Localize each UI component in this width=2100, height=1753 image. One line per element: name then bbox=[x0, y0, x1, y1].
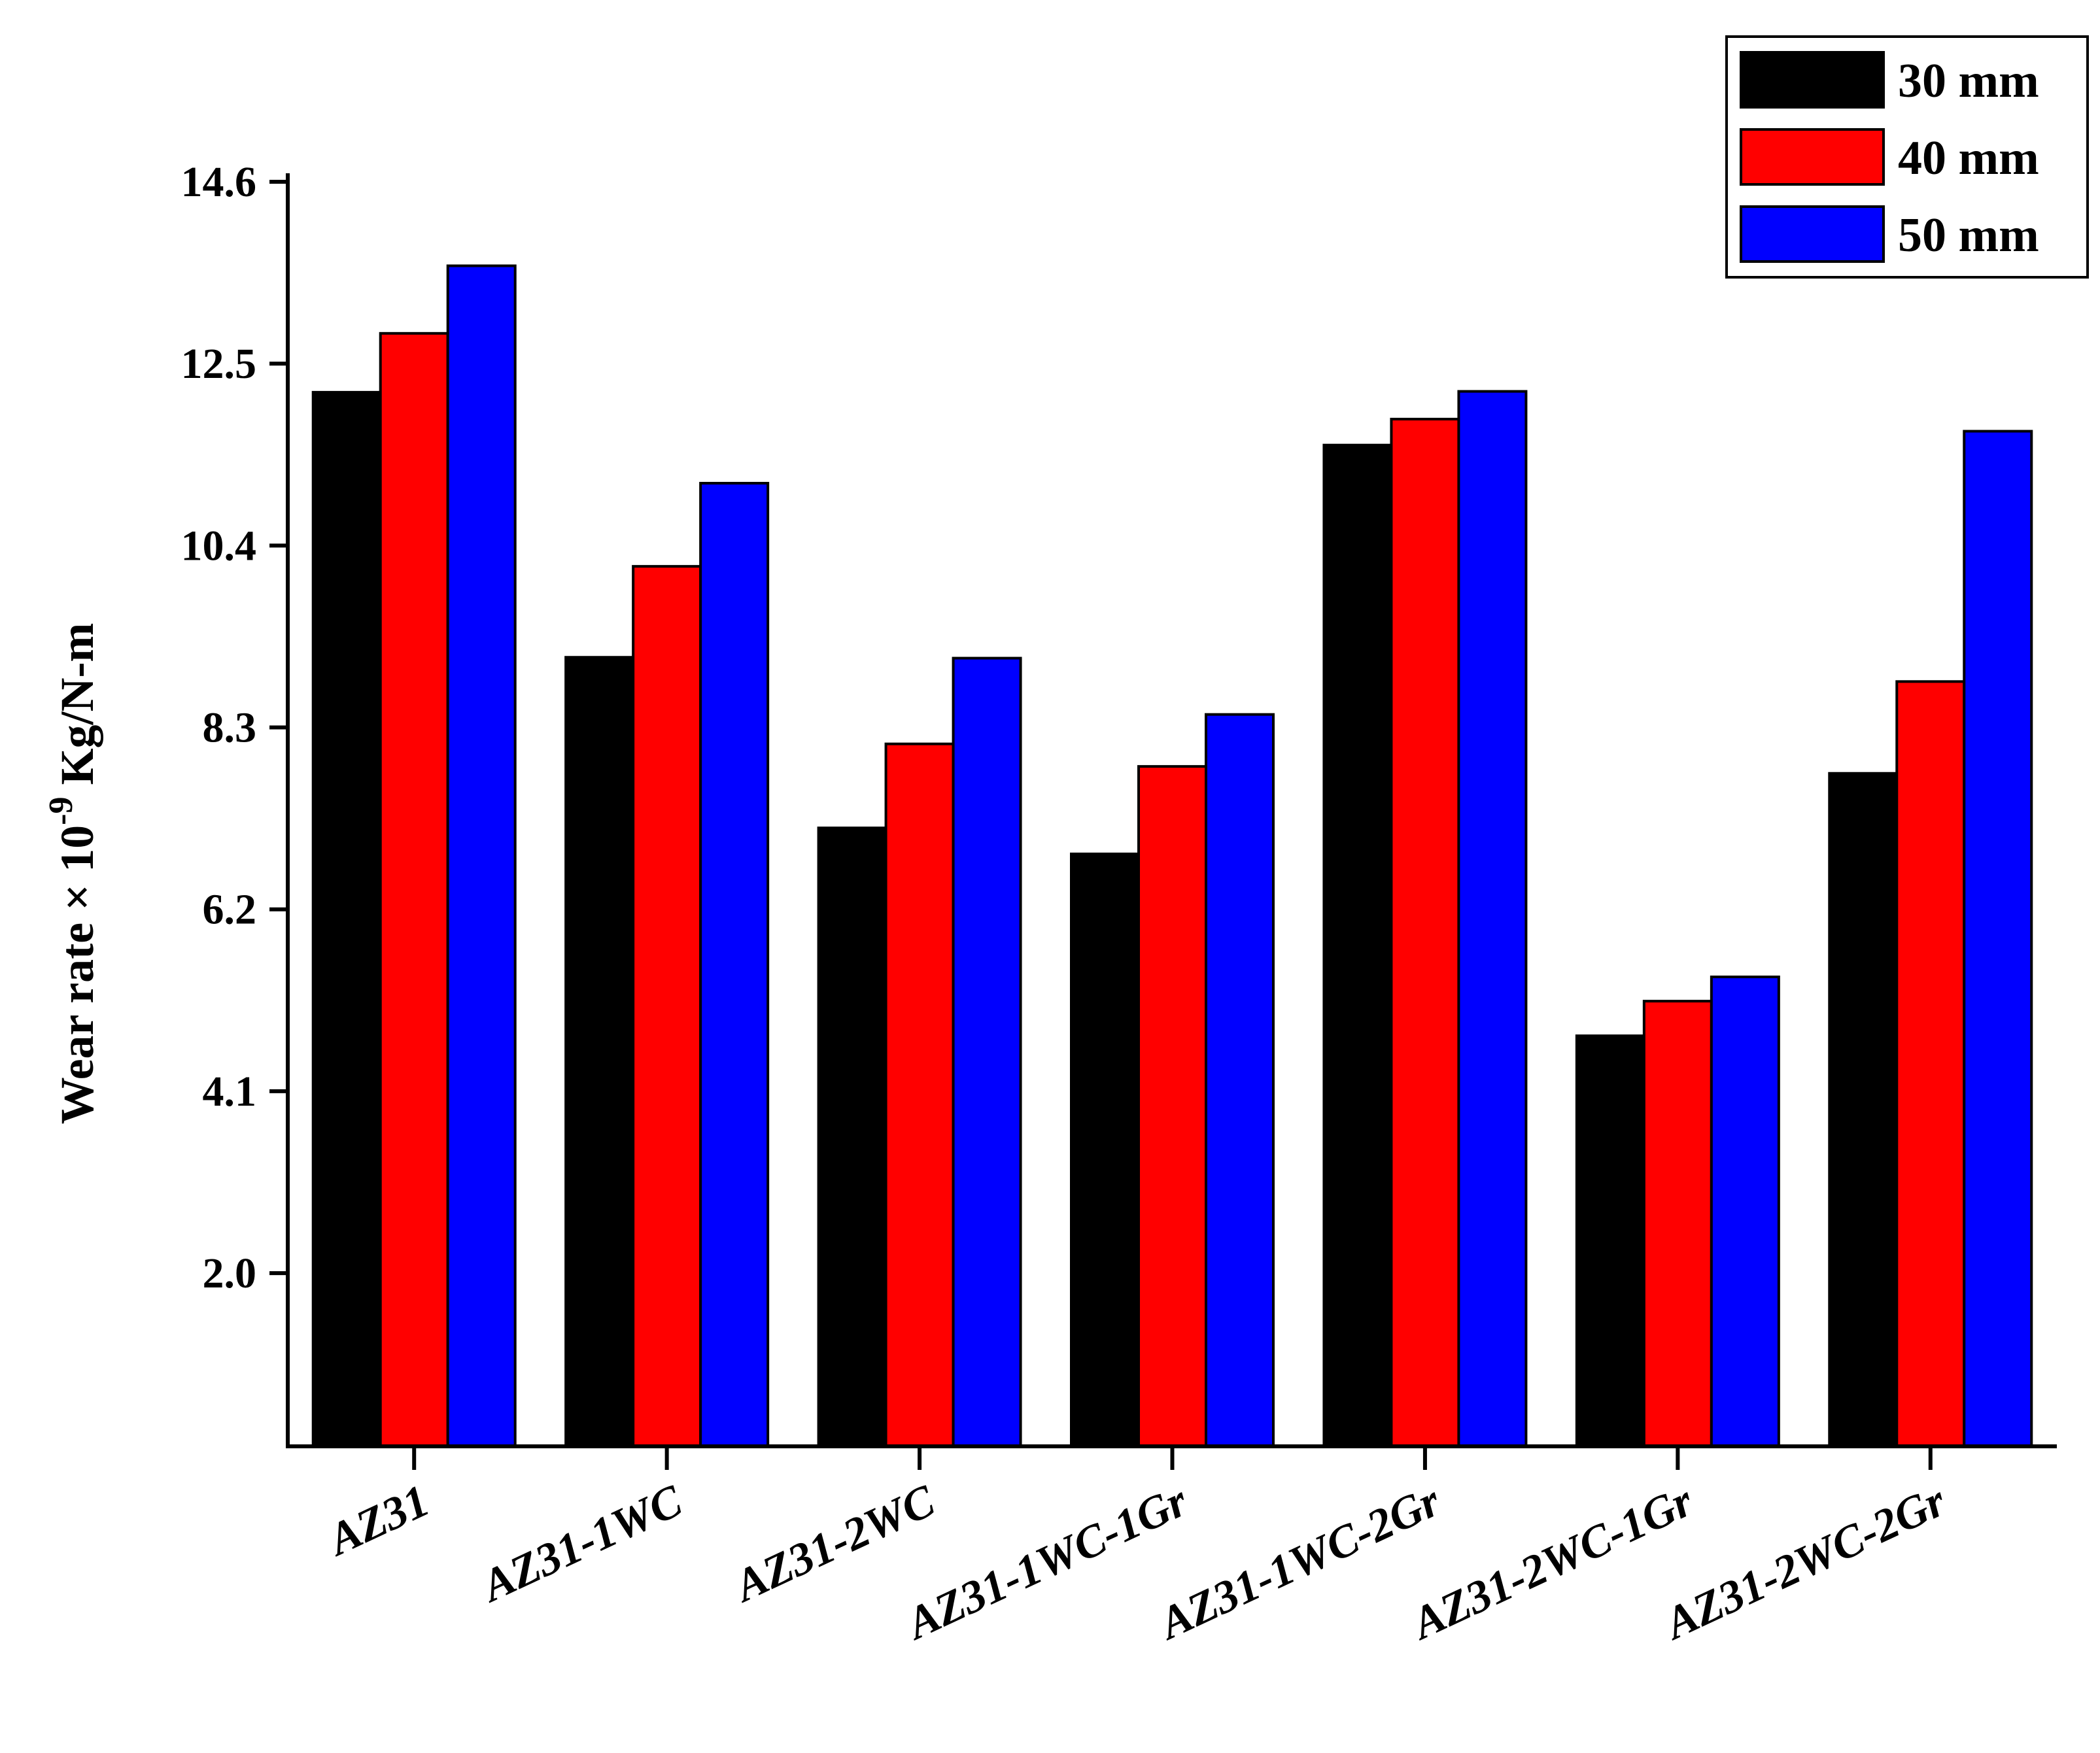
legend-label-30mm: 30 mm bbox=[1898, 54, 2039, 108]
y-tick-label: 6.2 bbox=[203, 886, 257, 934]
bar-az31-1wc-2gr-50mm bbox=[1457, 390, 1528, 1448]
bar-az31-2wc-40mm bbox=[884, 742, 955, 1448]
y-tick-label: 12.5 bbox=[181, 340, 257, 388]
bar-az31-1wc-40mm bbox=[632, 565, 702, 1448]
x-category-label: AZ31-1WC-2Gr bbox=[1150, 1475, 1448, 1650]
bar-az31-2wc-30mm bbox=[817, 826, 887, 1448]
y-tick-label: 8.3 bbox=[203, 704, 257, 752]
bar-az31-30mm bbox=[311, 390, 382, 1448]
y-tick-label: 14.6 bbox=[181, 158, 257, 206]
legend-label-50mm: 50 mm bbox=[1898, 209, 2039, 262]
bar-az31-1wc-1gr-30mm bbox=[1070, 852, 1140, 1448]
y-axis-title-unit: Kg/N-m bbox=[51, 623, 103, 797]
x-ticks-group: AZ31 AZ31-1WC AZ31-2WCAZ31-1WC-1GrAZ31-1WC… bbox=[318, 1446, 1954, 1650]
x-category-label: AZ31 bbox=[318, 1476, 437, 1567]
bar-az31-2wc-1gr-50mm bbox=[1710, 976, 1780, 1448]
bar-az31-2wc-2gr-40mm bbox=[1895, 680, 1966, 1448]
bar-az31-1wc-30mm bbox=[564, 656, 635, 1448]
y-tick-label: 10.4 bbox=[181, 522, 257, 570]
legend: 30 mm 40 mm 50 mm bbox=[1725, 35, 2089, 279]
y-tick-label: 4.1 bbox=[203, 1068, 257, 1115]
bar-az31-2wc-2gr-30mm bbox=[1828, 772, 1899, 1448]
bar-az31-2wc-2gr-50mm bbox=[1963, 430, 2033, 1448]
x-category-label: AZ31-2WC-1Gr bbox=[1403, 1475, 1701, 1650]
bar-az31-1wc-1gr-40mm bbox=[1137, 765, 1207, 1448]
bars-group bbox=[311, 264, 2033, 1448]
y-ticks-group: 2.0 4.1 6.2 8.3 10.4 12.5 14.6 bbox=[181, 158, 288, 1297]
bar-az31-1wc-1gr-50mm bbox=[1205, 713, 1275, 1448]
y-axis-title-exponent: -9 bbox=[43, 797, 80, 825]
legend-label-40mm: 40 mm bbox=[1898, 131, 2039, 185]
bar-az31-2wc-1gr-30mm bbox=[1575, 1034, 1645, 1448]
legend-swatch-30mm bbox=[1740, 51, 1885, 109]
x-category-label: AZ31-2WC bbox=[725, 1475, 943, 1612]
bar-az31-50mm bbox=[446, 264, 517, 1448]
bar-az31-1wc-2gr-30mm bbox=[1322, 443, 1393, 1448]
bar-az31-40mm bbox=[379, 332, 449, 1448]
x-category-label: AZ31-1WC-1Gr bbox=[897, 1475, 1196, 1650]
y-axis-title: Wear rate × 10-9 Kg/N-m bbox=[43, 623, 103, 1125]
x-category-label: AZ31-2WC-2Gr bbox=[1655, 1475, 1954, 1650]
legend-swatch-50mm bbox=[1740, 205, 1885, 263]
x-category-label: AZ31-1WC bbox=[472, 1475, 690, 1612]
y-axis-title-text: Wear rate × 10 bbox=[51, 825, 103, 1125]
y-tick-label: 2.0 bbox=[203, 1250, 257, 1297]
bar-az31-2wc-50mm bbox=[952, 656, 1022, 1448]
bar-az31-1wc-2gr-40mm bbox=[1390, 417, 1460, 1448]
bar-az31-1wc-50mm bbox=[699, 481, 770, 1448]
legend-swatch-40mm bbox=[1740, 128, 1885, 186]
bar-az31-2wc-1gr-40mm bbox=[1642, 1000, 1713, 1448]
